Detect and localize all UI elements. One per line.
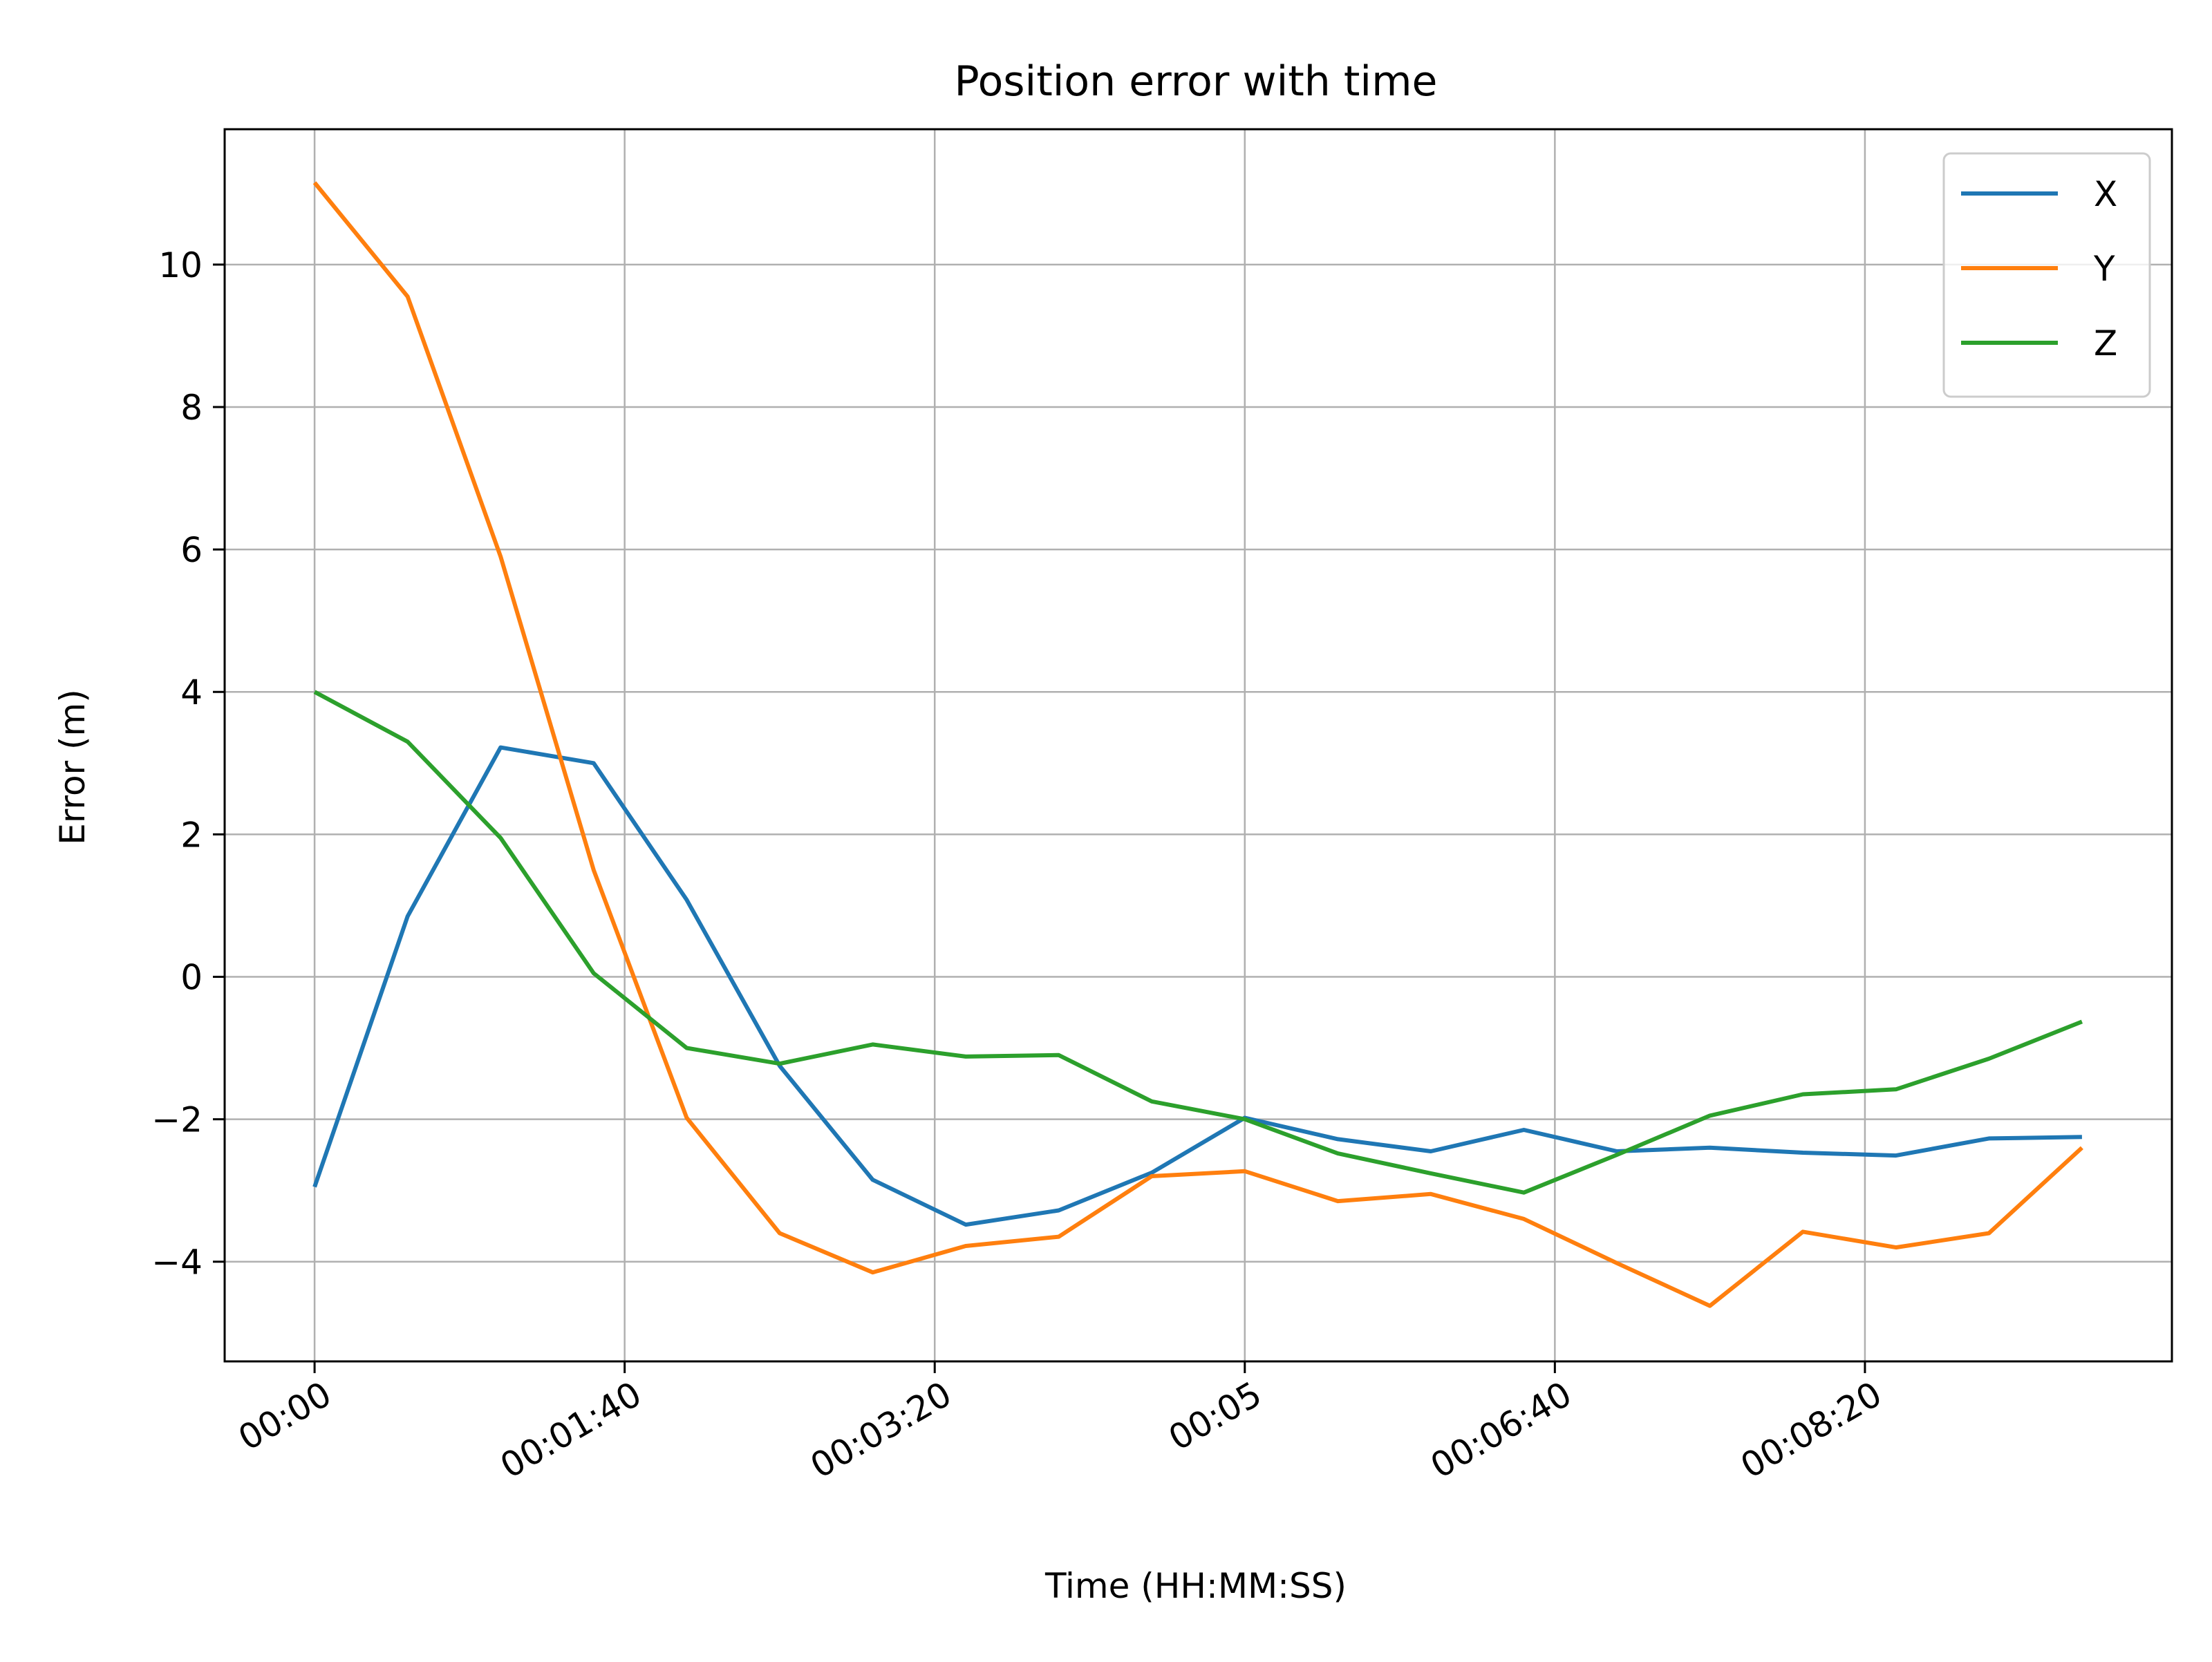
legend-label-z: Z — [2094, 323, 2117, 363]
chart-title: Position error with time — [955, 57, 1438, 106]
series-lines — [312, 181, 2083, 1308]
y-tick-label: 8 — [180, 388, 203, 428]
series-line-x — [312, 745, 2082, 1227]
y-tick-label: 0 — [180, 957, 203, 997]
y-axis-label: Error (m) — [53, 689, 93, 845]
y-tick-label: 10 — [158, 245, 203, 285]
y-tick-label: 2 — [180, 815, 203, 855]
legend-label-y: Y — [2093, 249, 2115, 289]
y-tick-label: 6 — [180, 530, 203, 570]
legend-label-x: X — [2094, 174, 2117, 214]
y-tick-label: −4 — [151, 1243, 203, 1283]
series-line-y — [312, 181, 2083, 1308]
legend: XYZ — [1942, 152, 2151, 398]
series-line-z — [313, 690, 2083, 1195]
x-axis-label: Time (HH:MM:SS) — [1044, 1566, 1347, 1606]
plot-frame — [223, 128, 2173, 1363]
grid — [225, 129, 2172, 1361]
y-tick-label: 4 — [180, 672, 203, 712]
y-tick-label: −2 — [151, 1100, 203, 1140]
legend-box — [1942, 152, 2151, 398]
